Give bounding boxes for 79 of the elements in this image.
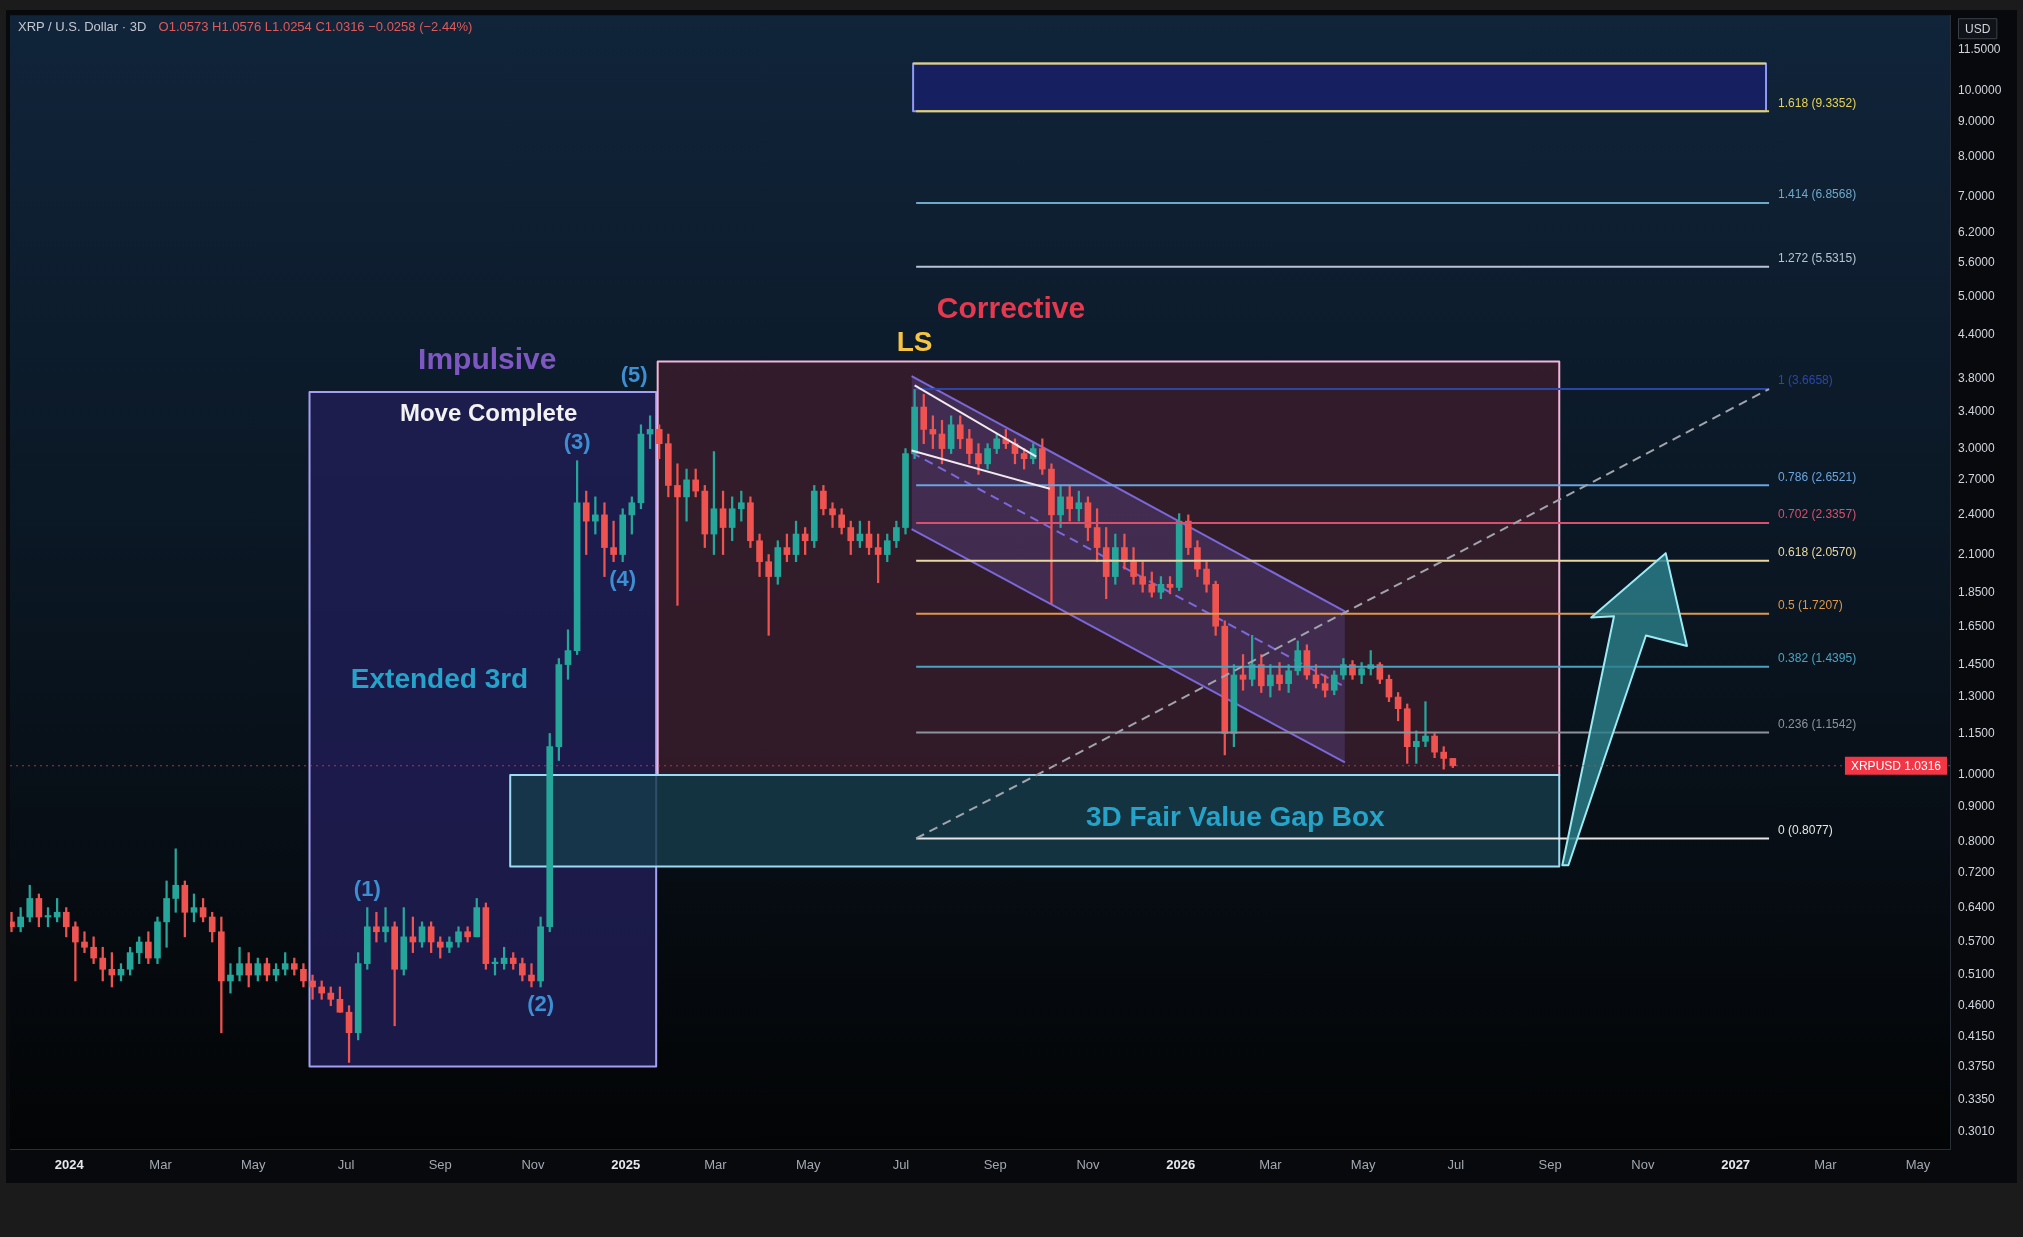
series-label: 1.272 (5.5315): [1778, 251, 1857, 266]
y-tick-label: 0.7200: [1958, 864, 1996, 879]
x-tick-label: Jul: [1447, 1157, 1465, 1173]
series-label: 1 (3.6658): [1778, 373, 1833, 388]
y-tick-label: 10.0000: [1958, 83, 2002, 98]
x-tick-label: 2025: [611, 1157, 641, 1173]
x-tick-label: Jul: [892, 1157, 910, 1173]
series-label: 0.702 (2.3357): [1778, 507, 1857, 522]
y-tick-label: 3.8000: [1958, 370, 1996, 385]
chart-subtitle: O1.0573 H1.0576 L1.0254 C1.0316 −0.0258 (−2.44%): [158, 18, 473, 34]
y-tick-label: 2.1000: [1958, 546, 1996, 561]
annotation: (1): [353, 875, 381, 901]
y-tick-label: 0.3350: [1958, 1092, 1996, 1107]
y-tick-label: 2.4000: [1958, 507, 1996, 522]
y-tick-label: 5.6000: [1958, 255, 1996, 270]
x-tick-label: Nov: [521, 1157, 546, 1173]
ref-line-label: XRPUSD 1.0316: [1850, 759, 1942, 774]
x-tick-label: Mar: [704, 1157, 728, 1173]
y-tick-label: 0.6400: [1958, 899, 1996, 914]
x-tick-label: 2024: [54, 1157, 85, 1173]
y-axis-title: USD: [1965, 21, 1991, 36]
y-tick-label: 1.4500: [1958, 656, 1996, 671]
x-tick-label: Sep: [1538, 1157, 1562, 1173]
series-label: 0.618 (2.0570): [1778, 545, 1857, 560]
y-tick-label: 0.5100: [1958, 967, 1996, 982]
y-tick-label: 0.8000: [1958, 833, 1996, 848]
y-tick-label: 7.0000: [1958, 189, 1996, 204]
annotation: (4): [609, 565, 637, 591]
x-tick-label: May: [240, 1157, 267, 1173]
y-tick-label: 4.4000: [1958, 327, 1996, 342]
y-tick-label: 6.2000: [1958, 225, 1996, 240]
annotation: (5): [620, 361, 648, 387]
series-label: 0.236 (1.1542): [1778, 716, 1857, 731]
x-tick-label: 2027: [1721, 1157, 1751, 1173]
x-tick-label: Sep: [983, 1157, 1007, 1173]
series-label: 1.618 (9.3352): [1778, 95, 1857, 110]
x-tick-label: Mar: [1259, 1157, 1283, 1173]
x-tick-label: May: [1905, 1157, 1931, 1173]
series-label: 1.414 (6.8568): [1778, 187, 1857, 202]
annotation: LS: [896, 326, 933, 358]
y-tick-label: 0.9000: [1958, 798, 1996, 813]
y-tick-label: 3.4000: [1958, 403, 1996, 418]
y-tick-label: 1.3000: [1958, 689, 1996, 704]
y-tick-label: 0.4600: [1958, 998, 1996, 1013]
y-tick-label: 0.3010: [1958, 1124, 1996, 1139]
series-label: 0 (0.8077): [1778, 822, 1833, 837]
y-tick-label: 9.0000: [1958, 114, 1996, 129]
y-tick-label: 2.7000: [1958, 472, 1996, 487]
chart-title: XRP / U.S. Dollar · 3D: [18, 18, 147, 34]
y-tick-label: 0.5700: [1958, 934, 1996, 949]
annotation: Move Complete: [399, 398, 578, 426]
x-tick-label: Jul: [337, 1157, 355, 1173]
annotation: Impulsive: [418, 342, 557, 376]
annotation: (3): [563, 428, 591, 454]
y-tick-label: 1.0000: [1958, 767, 1996, 782]
annotation: Corrective: [936, 290, 1086, 324]
x-tick-label: Mar: [1814, 1157, 1838, 1173]
x-tick-label: 2026: [1166, 1157, 1196, 1173]
x-tick-label: May: [1350, 1157, 1376, 1173]
y-tick-label: 5.0000: [1958, 289, 1996, 304]
x-tick-label: Nov: [1631, 1157, 1655, 1173]
y-tick-label: 0.3750: [1958, 1058, 1996, 1073]
annotation: Extended 3rd: [350, 663, 529, 695]
y-tick-label: 1.8500: [1958, 584, 1996, 599]
series-label: 0.786 (2.6521): [1778, 469, 1857, 484]
y-tick-label: 3.0000: [1958, 440, 1996, 455]
x-tick-label: Mar: [149, 1157, 173, 1173]
annotation: (2): [527, 991, 555, 1017]
y-tick-label: 11.5000: [1958, 41, 2001, 56]
series-label: 0.5 (1.7207): [1778, 598, 1843, 613]
y-tick-label: 1.1500: [1958, 725, 1996, 740]
y-tick-label: 1.6500: [1958, 618, 1996, 633]
series-label: 0.382 (1.4395): [1778, 651, 1857, 666]
x-tick-label: May: [795, 1157, 821, 1173]
x-tick-label: Nov: [1076, 1157, 1100, 1173]
x-tick-label: Sep: [428, 1157, 452, 1173]
y-tick-label: 8.0000: [1958, 149, 1996, 164]
y-tick-label: 0.4150: [1958, 1028, 1996, 1043]
annotation: 3D Fair Value Gap Box: [1085, 800, 1386, 832]
